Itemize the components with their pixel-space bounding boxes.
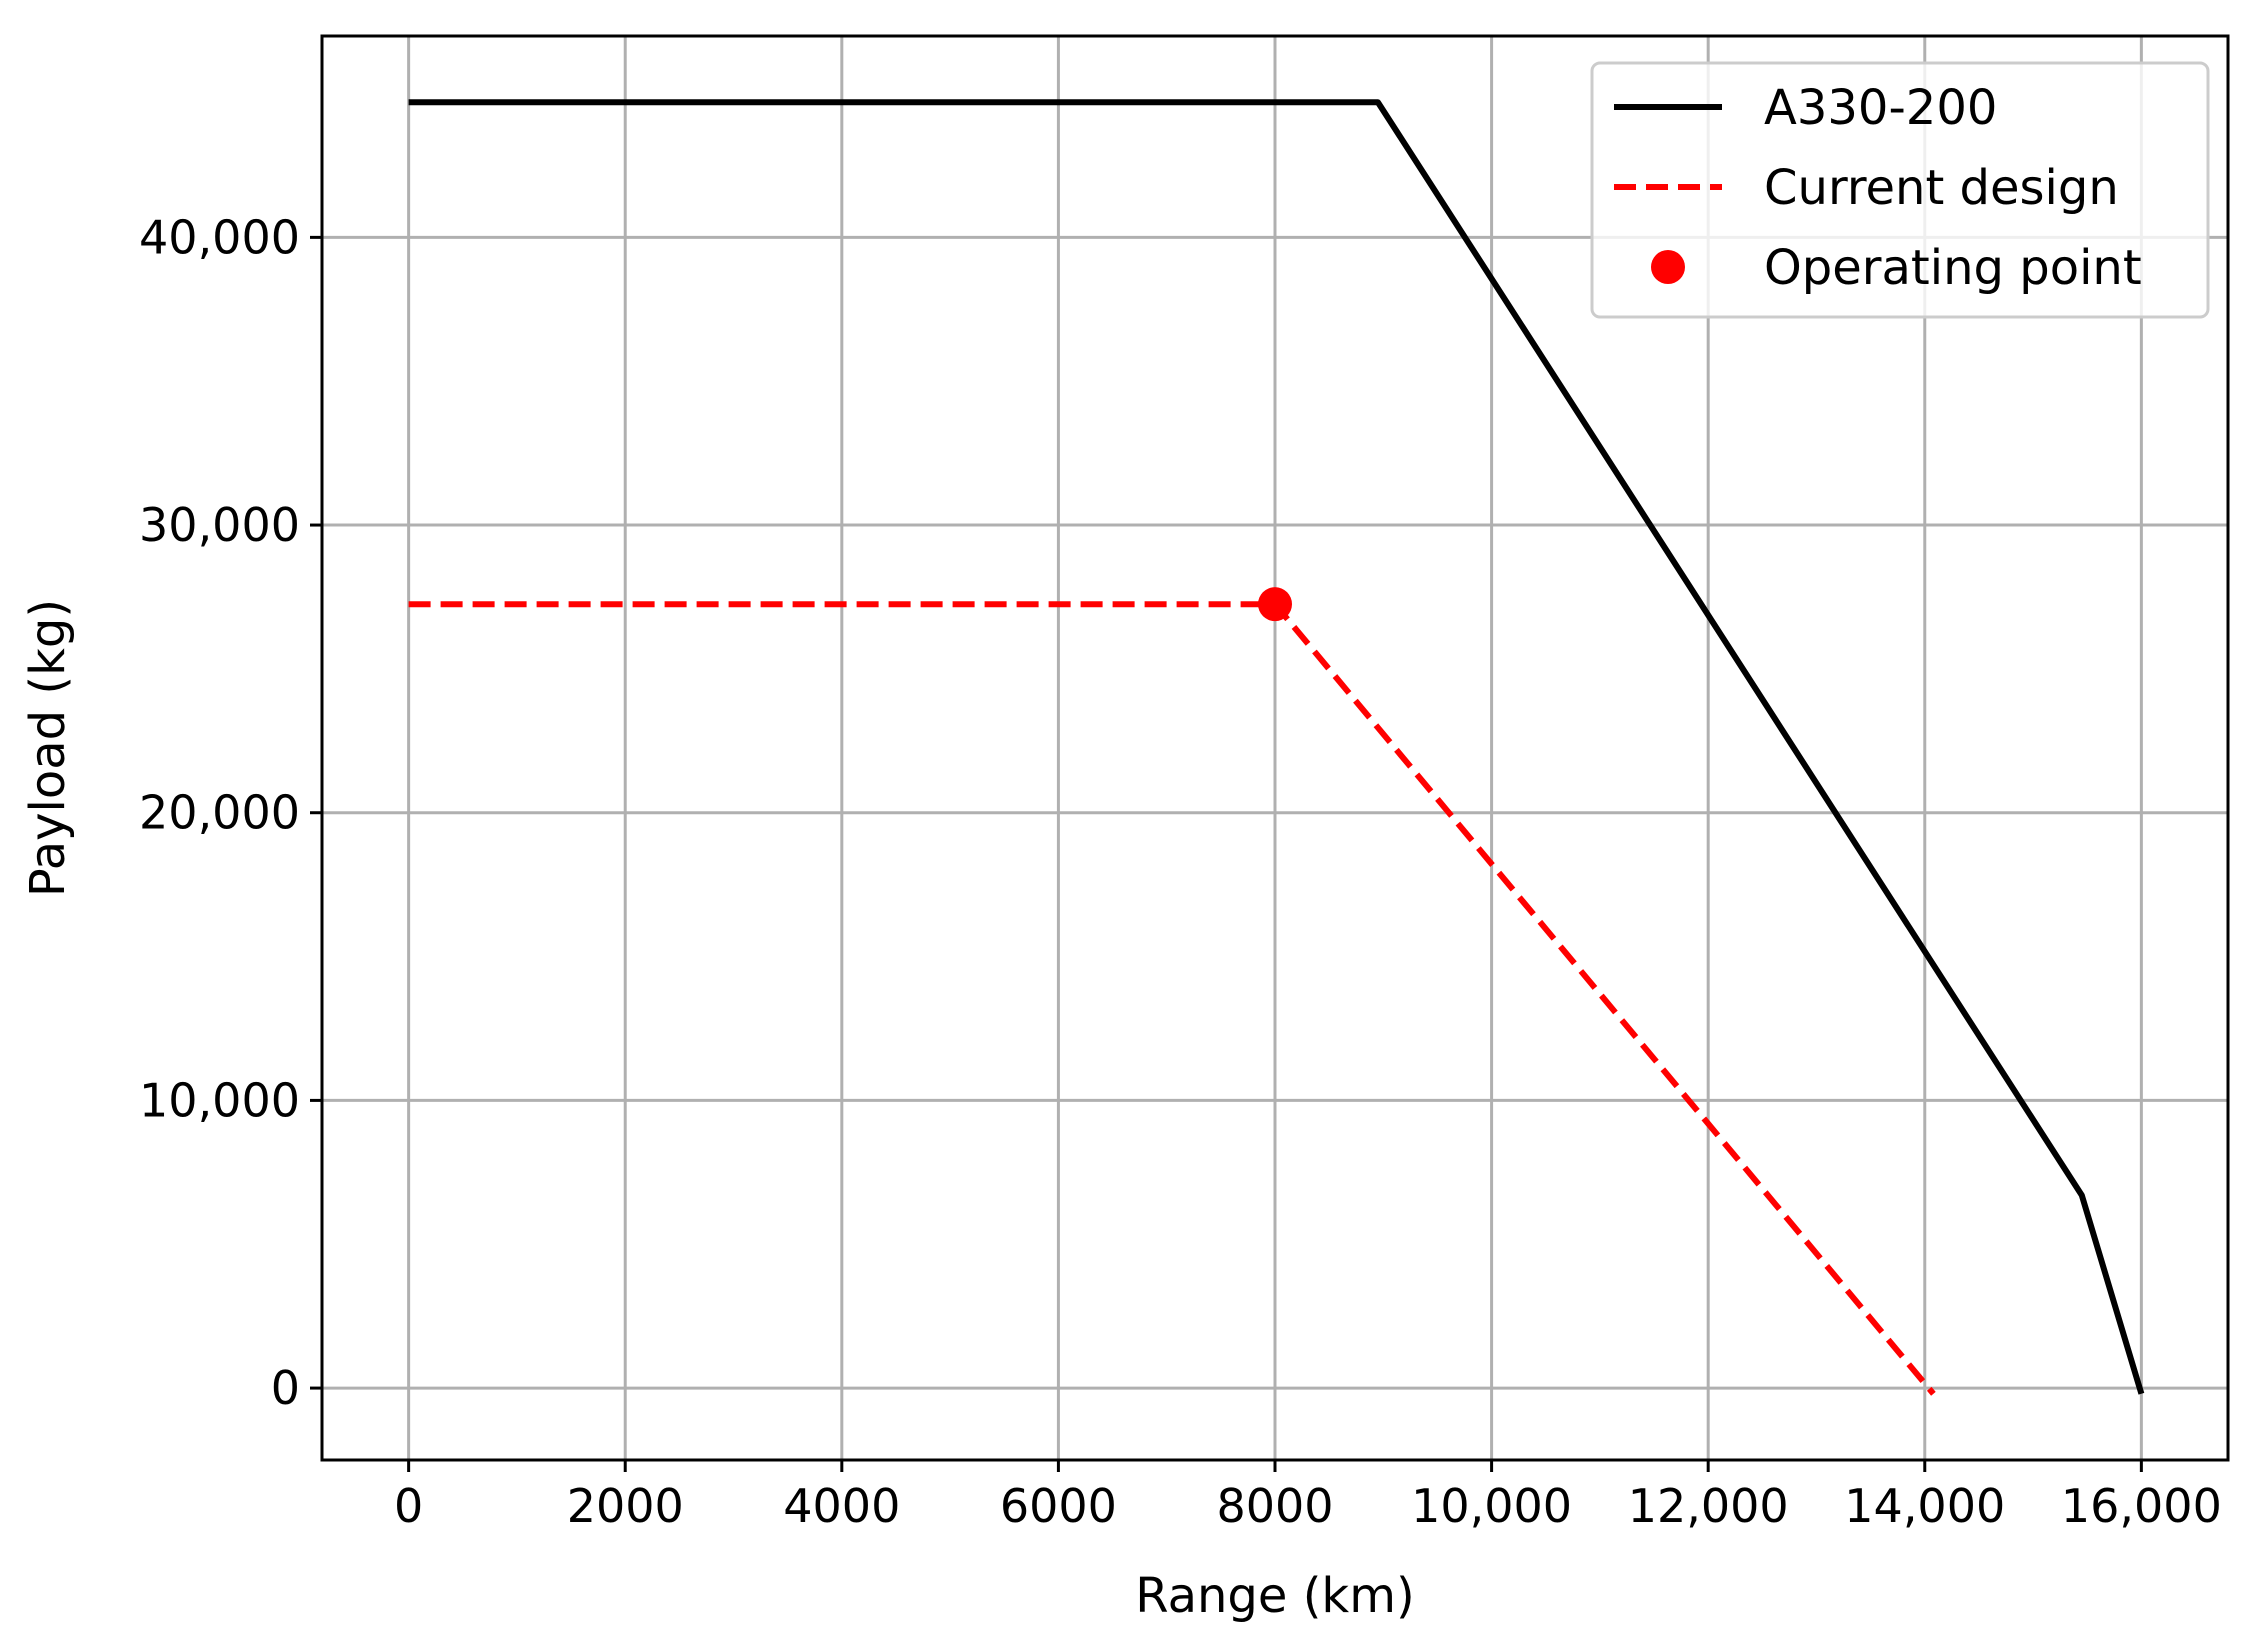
y-axis-label: Payload (kg) — [20, 599, 76, 897]
legend-swatch-operating-point — [1651, 250, 1685, 284]
x-axis-label: Range (km) — [1135, 1568, 1414, 1624]
x-tick-label: 16,000 — [2061, 1479, 2222, 1533]
legend: A330-200 Current design Operating point — [1590, 61, 2210, 319]
x-tick-label: 4000 — [783, 1479, 900, 1533]
legend-label-current-design: Current design — [1764, 160, 2119, 216]
x-tick-label: 14,000 — [1844, 1479, 2005, 1533]
x-tick-label: 2000 — [567, 1479, 684, 1533]
y-tick-label: 10,000 — [139, 1073, 300, 1127]
y-tick-label: 0 — [271, 1361, 300, 1415]
x-tick-label: 12,000 — [1628, 1479, 1789, 1533]
x-tick-label: 10,000 — [1411, 1479, 1572, 1533]
legend-label-a330-200: A330-200 — [1764, 80, 1997, 136]
y-tick-label: 40,000 — [139, 210, 300, 264]
series-layer — [408, 99, 2145, 1396]
series-line-a330-200 — [408, 99, 2145, 1395]
x-tick-label: 0 — [394, 1479, 423, 1533]
y-tick-label: 30,000 — [139, 498, 300, 552]
x-tick-label: 8000 — [1216, 1479, 1333, 1533]
x-tick-label: 6000 — [1000, 1479, 1117, 1533]
legend-box — [1590, 61, 2210, 319]
y-tick-label: 20,000 — [139, 786, 300, 840]
legend-label-operating-point: Operating point — [1764, 240, 2142, 296]
ticks: 0 2000 4000 6000 8000 10,000 12,000 14,000 16,00… — [139, 210, 2222, 1533]
operating-point-marker — [1258, 587, 1292, 622]
